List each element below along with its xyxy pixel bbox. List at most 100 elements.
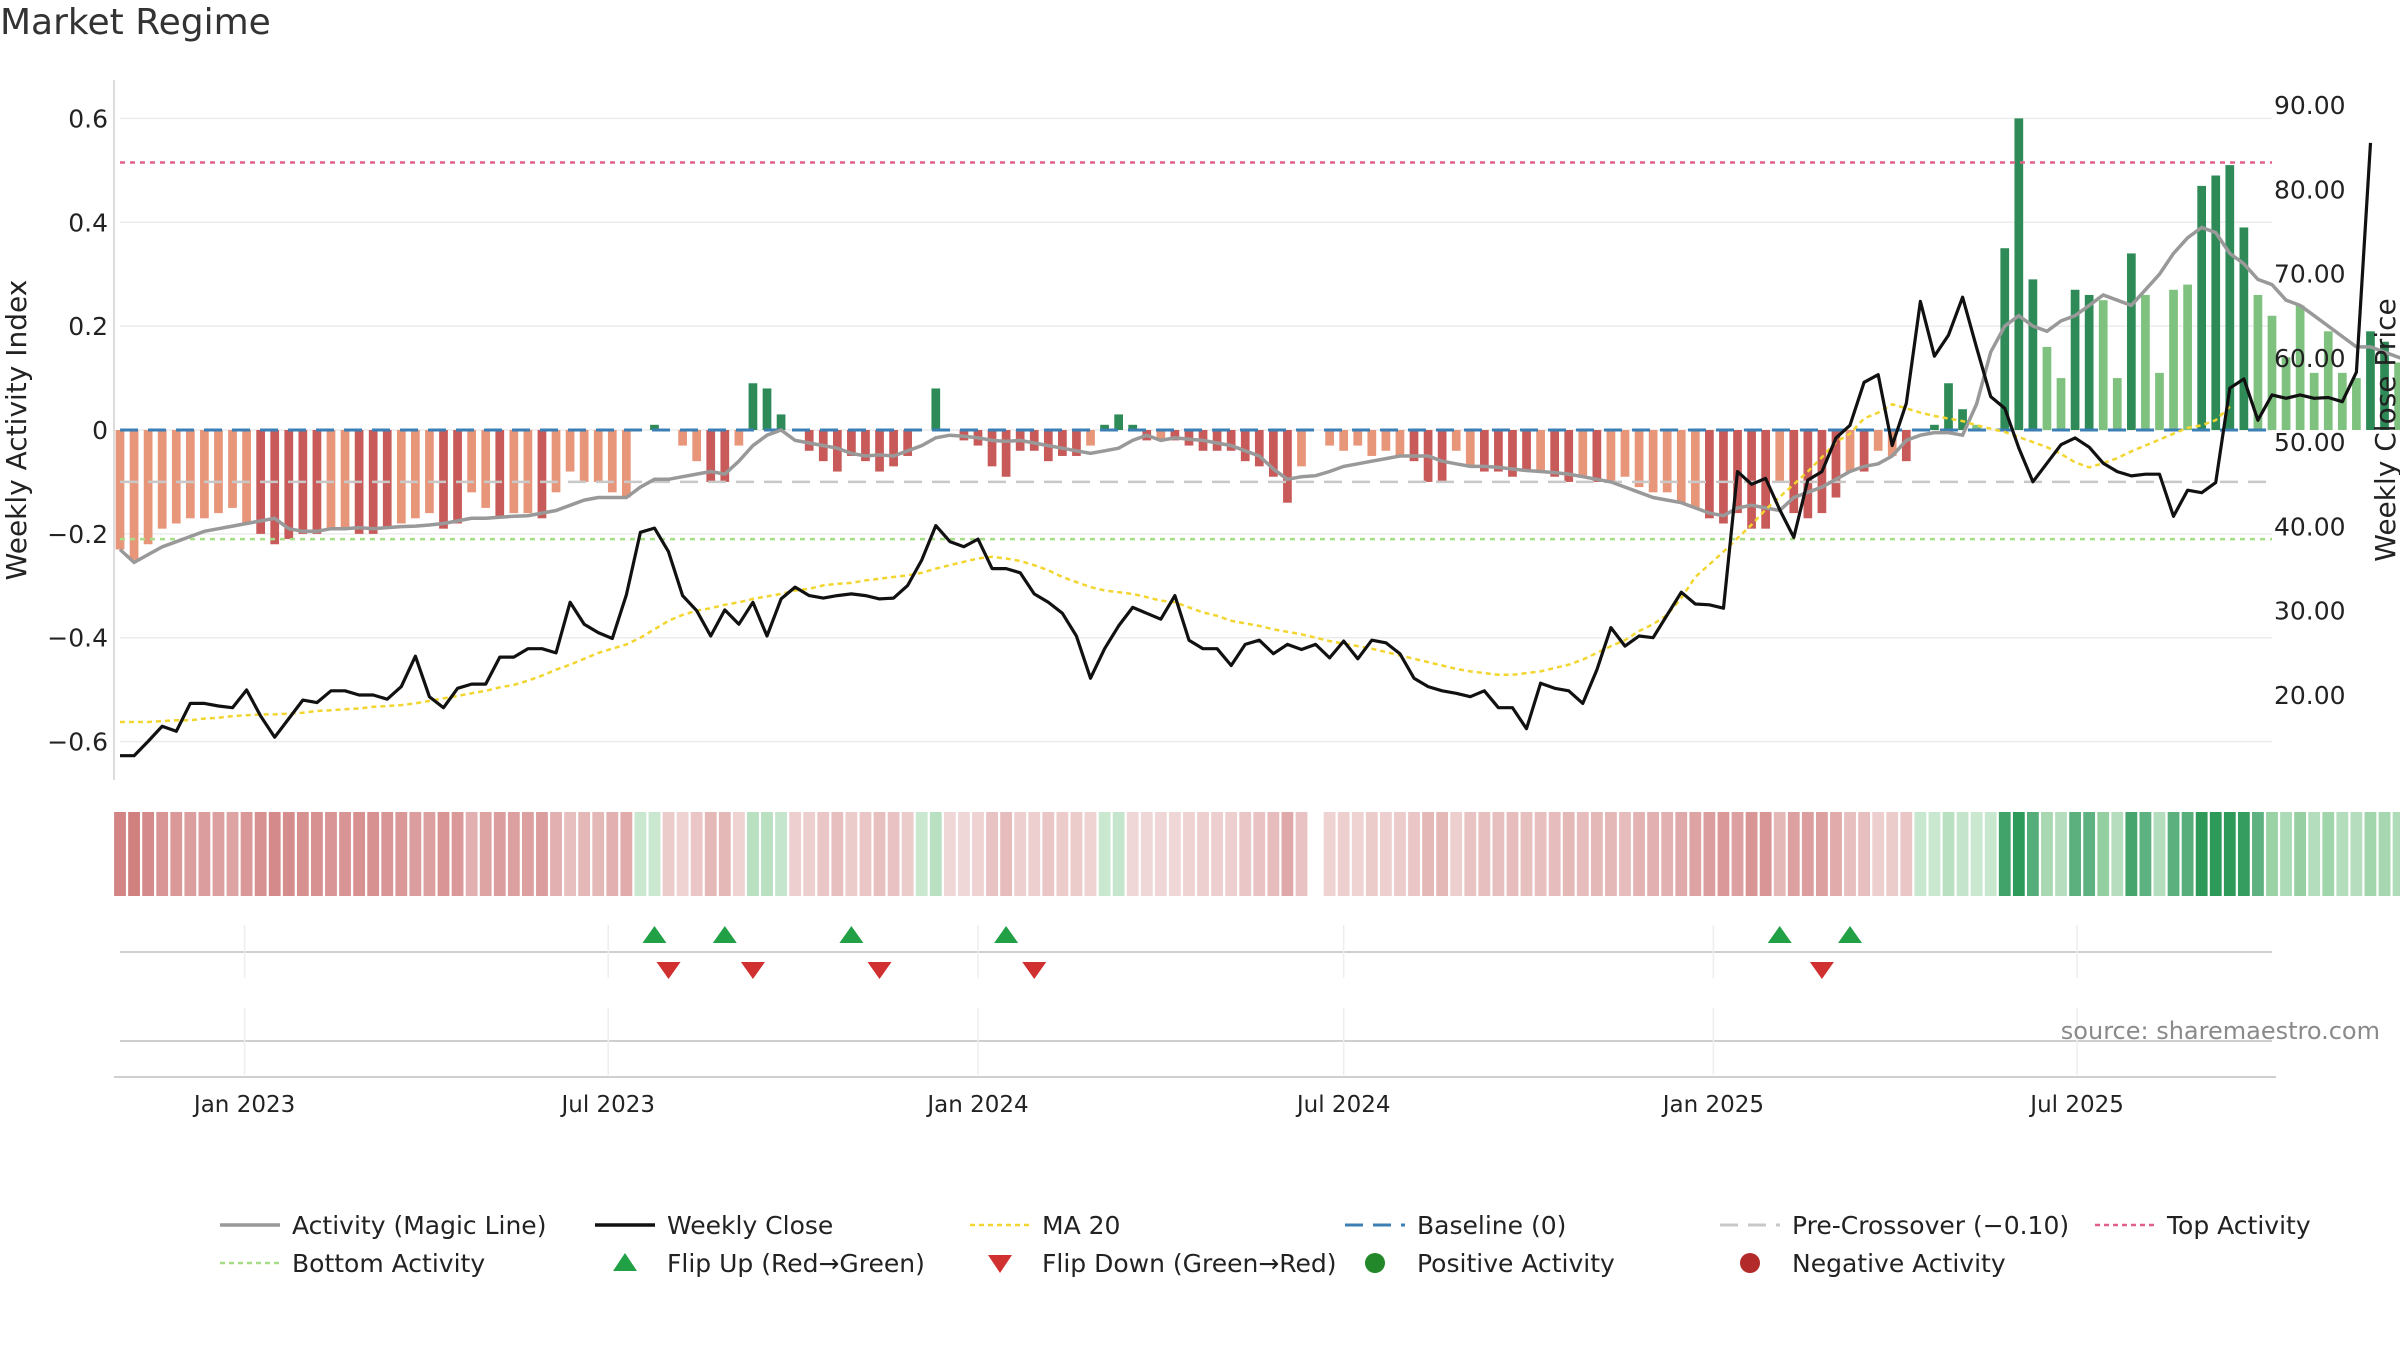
regime-cell [2069,812,2081,896]
activity-bar [1114,414,1124,430]
x-tick-label: Jul 2023 [559,1092,655,1118]
magic-line [118,225,2400,565]
regime-cell [817,812,830,896]
regime-cell [732,812,745,896]
activity-bar [889,430,898,467]
regime-cell [142,812,155,896]
activity-bar [1283,430,1292,503]
y-tick-label: −0.4 [47,624,108,653]
activity-bar [2028,279,2038,430]
activity-bar [2197,185,2207,430]
legend-item: Top Activity [2095,1211,2311,1240]
regime-cell [1323,812,1336,896]
regime-cell [845,812,858,896]
activity-bar [1634,430,1644,488]
activity-bar [2098,300,2108,430]
regime-cell [606,812,619,896]
regime-cell [2223,812,2236,896]
regime-cell [128,812,140,896]
regime-cell [634,812,647,896]
activity-bar [2112,378,2122,430]
x-tick-label: Jan 2023 [192,1092,295,1118]
regime-cell [873,812,886,896]
flip-up-marker [1838,926,1863,943]
chart-title: Market Regime [0,2,271,43]
y-tick-label: 0 [92,416,108,445]
regime-cell [1661,812,1674,896]
regime-cell [564,812,576,896]
y-tick-label: 0.2 [68,312,108,341]
regime-cell [1590,812,1603,896]
activity-bar [621,430,631,498]
activity-bar [1268,430,1278,477]
activity-bar [1522,430,1531,472]
activity-bar [1676,430,1686,503]
activity-bar [439,430,448,529]
y-tick-label: −0.2 [47,520,108,549]
activity-bar [129,430,139,560]
activity-bar [776,414,786,430]
regime-cell [1098,812,1111,896]
activity-bar [1944,383,1953,430]
legend-item: Activity (Magic Line) [220,1211,546,1240]
legend-label: Top Activity [2166,1211,2311,1240]
regime-cell [1984,812,1997,896]
activity-bar [1972,424,1981,430]
regime-cell [451,812,464,896]
activity-bar [2267,315,2277,430]
axes: 0.6 0.4 0.2 0 −0.2 −0.4 −0.6 90.00 80.00 70.00 60.… [0,80,2400,1118]
y2-tick-label: 20.00 [2274,681,2346,710]
y-tick-label: 0.4 [68,208,108,237]
activity-bar [1831,430,1841,498]
legend-swatch [1740,1253,1760,1273]
regime-cell [114,812,126,896]
regime-cell [170,812,183,896]
regime-cell [254,812,267,896]
regime-cell [1126,812,1139,896]
activity-bar [565,430,575,472]
activity-bar [185,430,195,519]
legend-item: Flip Down (Green→Red) [988,1249,1337,1278]
activity-bar [1409,430,1419,462]
regime-cell [1422,812,1434,896]
regime-cell [1900,812,1913,896]
regime-cell [1464,812,1477,896]
regime-cell [929,812,942,896]
activity-bar [1662,430,1672,493]
regime-cell [1619,812,1631,896]
activity-bar [2014,118,2024,431]
regime-cell [2308,812,2321,896]
regime-cell [620,812,633,896]
activity-bar [1775,430,1785,482]
regime-cell [1759,812,1772,896]
activity-bar [875,430,884,472]
activity-bar [1901,430,1911,462]
legend-item: Negative Activity [1740,1249,2006,1278]
regime-cell [592,812,605,896]
activity-bar [2323,331,2333,430]
activity-bar [1859,430,1869,472]
activity-bar [2126,253,2136,430]
activity-bar [157,430,167,529]
x-tick-label: Jan 2025 [1661,1092,1764,1118]
regime-cell [1056,812,1069,896]
flip-up-marker [712,926,737,943]
legend-label: Flip Up (Red→Green) [667,1249,925,1278]
regime-cell [2125,812,2138,896]
activity-bar [340,430,350,529]
x-tick-label: Jan 2024 [925,1092,1028,1118]
regime-cell [1534,812,1547,896]
activity-bar [1100,424,1109,430]
regime-cell [972,812,984,896]
regime-cell [2294,812,2307,896]
regime-cell [1562,812,1575,896]
regime-cell [859,812,872,896]
legend-label: Bottom Activity [292,1249,485,1278]
regime-cell [2083,812,2096,896]
regime-cell [1703,812,1716,896]
activity-bar [903,430,913,456]
regime-cell [367,812,380,896]
legend-item: Pre-Crossover (−0.10) [1720,1211,2069,1240]
regime-cell [2209,812,2222,896]
activity-bar [228,430,237,508]
